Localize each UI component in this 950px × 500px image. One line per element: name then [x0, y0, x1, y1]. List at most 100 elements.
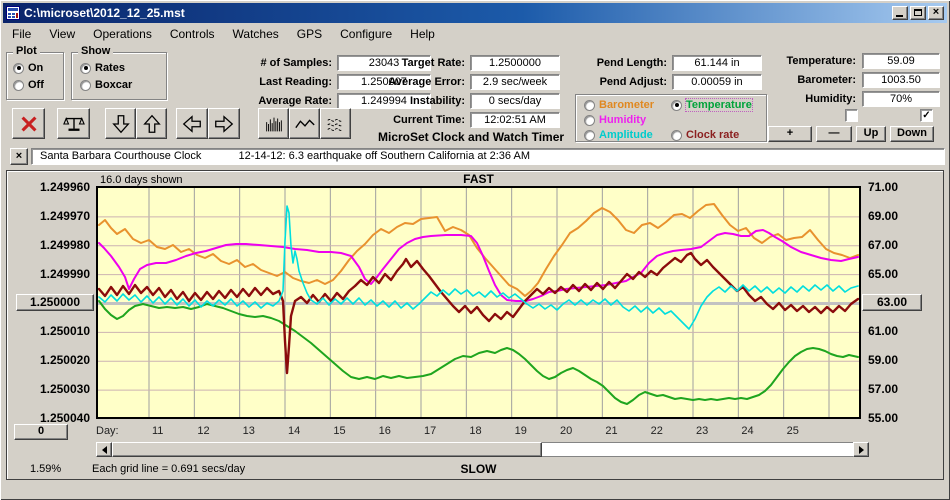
trace-temperature-radio[interactable]: Temperature [671, 98, 753, 112]
menu-file[interactable]: File [12, 27, 32, 41]
maximize-button[interactable] [910, 6, 926, 20]
status-close-button[interactable]: × [10, 148, 28, 165]
last-reading-field[interactable]: 1.250007 [337, 74, 431, 90]
day-tick-label: 24 [741, 425, 754, 437]
barometer-field[interactable]: 1003.50 [862, 72, 940, 88]
arrow-down-icon [111, 114, 130, 133]
titlebar[interactable]: C:\microset\2012_12_25.mst × [3, 3, 947, 23]
menu-configure[interactable]: Configure [340, 27, 393, 41]
shift-down-button[interactable] [105, 108, 136, 139]
day-tick-label: 19 [514, 425, 527, 437]
right-axis-label: 57.00 [868, 382, 899, 397]
average-rate-label: Average Rate: [258, 95, 332, 107]
shift-up-button[interactable] [136, 108, 167, 139]
plot-off-radio[interactable]: Off [13, 79, 44, 91]
radio-icon [80, 62, 91, 74]
menu-view[interactable]: View [49, 27, 76, 41]
plot-on-radio[interactable]: On [13, 62, 43, 74]
trace-amplitude-radio[interactable]: Amplitude [584, 129, 653, 141]
instability-field[interactable]: 0 secs/day [470, 93, 560, 109]
target-rate-label: Target Rate: [401, 57, 465, 69]
average-error-label: Average Error: [388, 76, 465, 88]
show-boxcar-radio[interactable]: Boxcar [80, 79, 132, 91]
radio-icon [80, 79, 91, 91]
chart-scrollbar-thumb[interactable] [112, 442, 542, 457]
humidity-field[interactable]: 70% [862, 91, 940, 107]
window-title: C:\microset\2012_12_25.mst [24, 6, 185, 20]
histogram-icon [265, 117, 282, 131]
show-group-title: Show [78, 45, 114, 57]
plus-button[interactable]: + [768, 126, 812, 142]
down-button[interactable]: Down [890, 126, 934, 142]
scrollbar-right-arrow[interactable] [853, 442, 869, 457]
menu-operations[interactable]: Operations [93, 27, 152, 41]
radio-icon [13, 79, 24, 91]
scroll-right-button[interactable] [208, 108, 240, 139]
pend-adjust-field[interactable]: 0.00059 in [672, 74, 762, 90]
day-tick-label: 21 [605, 425, 618, 437]
trace-barometer-radio[interactable]: Barometer [584, 99, 654, 111]
left-axis-label: 1.250020 [39, 353, 90, 368]
plot-area[interactable] [96, 186, 861, 419]
menu-watches[interactable]: Watches [232, 27, 279, 41]
average-error-field[interactable]: 2.9 sec/week [470, 74, 560, 90]
histogram-view-button[interactable] [258, 108, 289, 139]
close-icon: × [932, 6, 940, 18]
day-tick-label: 12 [197, 425, 210, 437]
up-button[interactable]: Up [856, 126, 886, 142]
menu-controls[interactable]: Controls [169, 27, 215, 41]
zigzag-line-icon [294, 118, 315, 128]
current-time-label: Current Time: [393, 114, 465, 126]
radio-icon [671, 99, 682, 111]
line-view-button[interactable] [289, 108, 320, 139]
temperature-field[interactable]: 59.09 [862, 53, 940, 69]
pend-length-label: Pend Length: [596, 57, 667, 69]
day-tick-label: 16 [378, 425, 391, 437]
target-rate-field[interactable]: 1.2500000 [470, 55, 560, 71]
radio-icon [13, 62, 24, 74]
samples-field[interactable]: 23043 [337, 55, 431, 71]
left-axis-center-button[interactable]: 1.250000 [16, 294, 94, 311]
scrollbar-left-arrow[interactable] [96, 442, 112, 457]
arrow-right-icon [215, 114, 234, 133]
day-tick-label: 15 [333, 425, 346, 437]
app-icon [6, 6, 20, 20]
temperature-label: Temperature: [786, 55, 856, 67]
menu-help[interactable]: Help [410, 27, 435, 41]
minus-button[interactable]: — [816, 126, 852, 142]
env-checkbox-1[interactable] [845, 109, 858, 122]
average-rate-field[interactable]: 1.249994 [337, 93, 431, 109]
current-time-field[interactable]: 12:02:51 AM [470, 112, 560, 128]
trace-humidity-radio[interactable]: Humidity [584, 114, 646, 126]
trace-clock-rate-radio[interactable]: Clock rate [671, 129, 739, 141]
right-axis-center-button[interactable]: 63.00 [862, 294, 922, 311]
day-tick-label: 25 [786, 425, 799, 437]
delete-button[interactable] [12, 108, 45, 139]
zero-button[interactable]: 0 [14, 424, 68, 440]
balance-button[interactable] [57, 108, 90, 139]
minimize-button[interactable] [892, 6, 908, 20]
day-tick-label: 17 [423, 425, 437, 437]
red-x-icon [20, 115, 37, 132]
day-tick-label: 11 [152, 425, 164, 437]
smooth-view-button[interactable] [320, 108, 351, 139]
clock-name: Santa Barbara Courthouse Clock [40, 150, 202, 162]
right-axis-label: 65.00 [868, 266, 899, 281]
last-reading-label: Last Reading: [259, 76, 332, 88]
close-button[interactable]: × [928, 6, 944, 20]
day-tick-label: 18 [469, 425, 482, 437]
env-checkbox-2[interactable]: ✓ [920, 109, 933, 122]
show-rates-radio[interactable]: Rates [80, 62, 125, 74]
status-field[interactable]: Santa Barbara Courthouse Clock 12-14-12:… [31, 148, 945, 165]
day-tick-label: 20 [559, 425, 573, 437]
day-tick-label: 22 [650, 425, 663, 437]
wavy-lines-icon [326, 118, 343, 131]
scroll-left-button[interactable] [176, 108, 208, 139]
pend-length-field[interactable]: 61.144 in [672, 55, 762, 71]
plot-groupbox: Plot On Off [6, 45, 64, 100]
menu-gps[interactable]: GPS [296, 27, 323, 41]
left-triangle-icon [101, 445, 107, 454]
right-axis-label: 55.00 [868, 411, 899, 425]
arrow-up-icon [142, 114, 161, 133]
left-axis-label: 1.249960 [39, 180, 90, 194]
